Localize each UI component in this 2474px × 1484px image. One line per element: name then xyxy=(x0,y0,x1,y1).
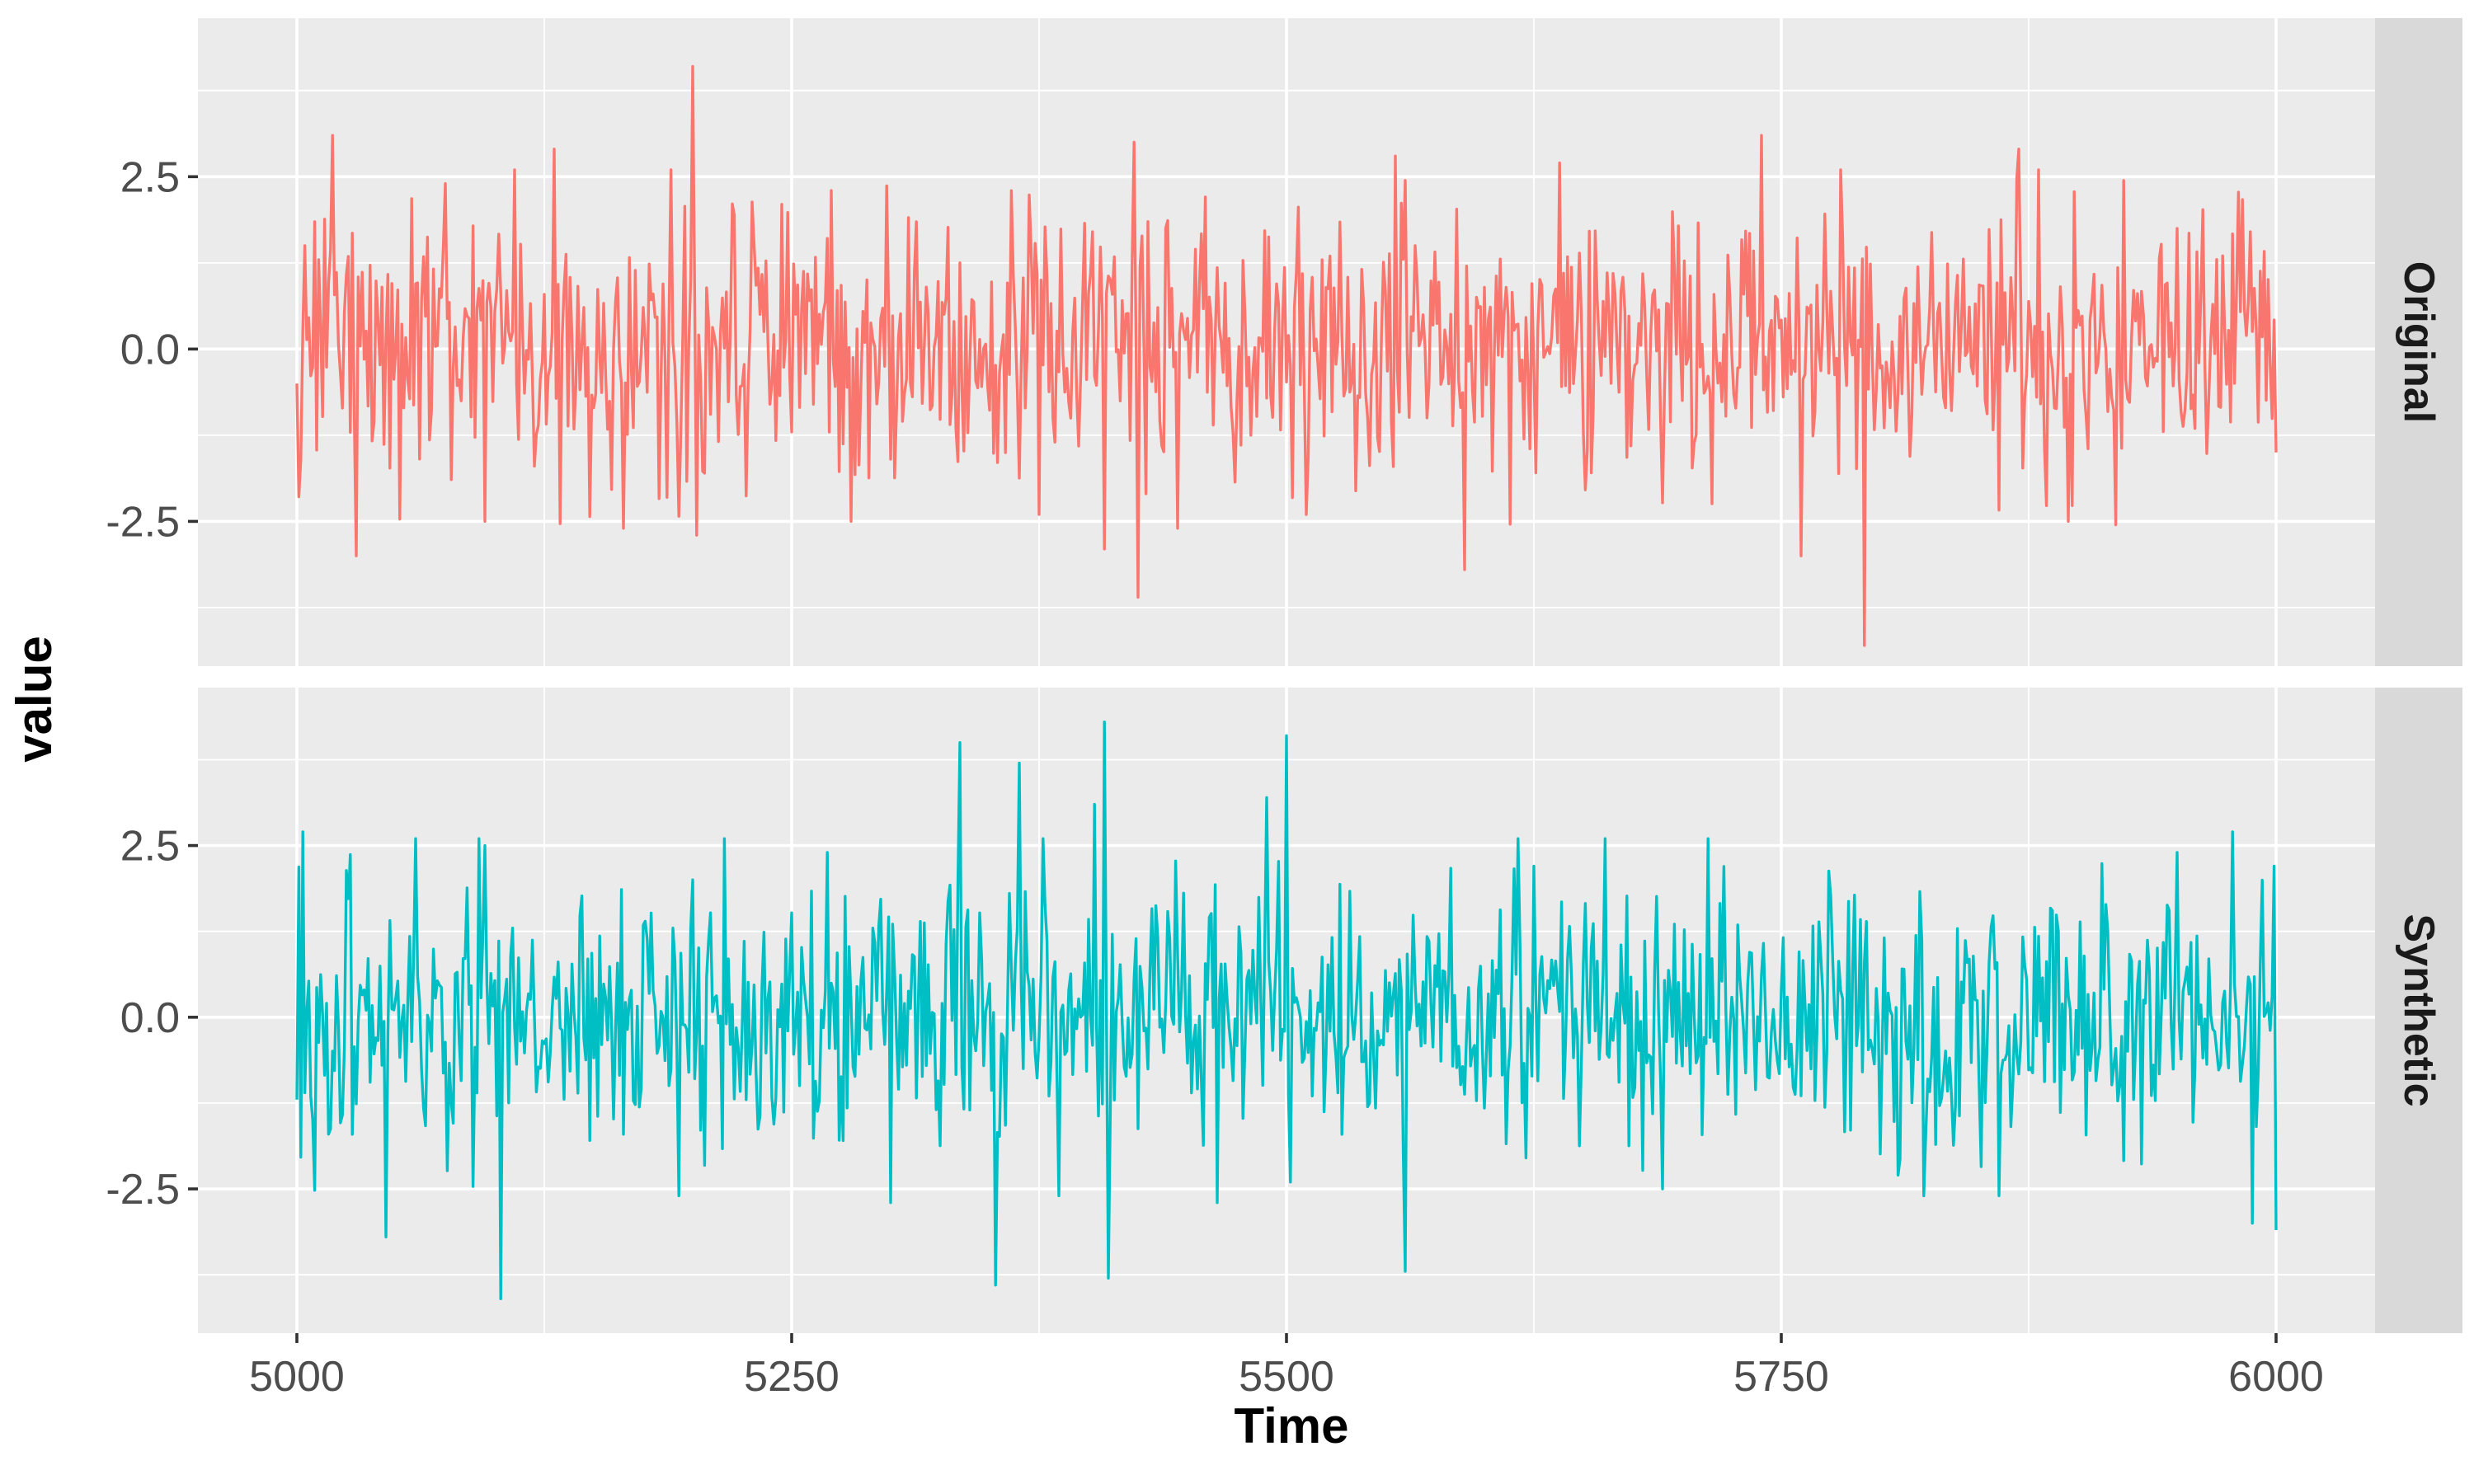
facet-strip-label: Synthetic xyxy=(2395,913,2443,1106)
facet-strip xyxy=(2375,18,2462,666)
panels-layer: -2.5 0.0 2.5 Original -2.5 0.0 2.5 Synthetic xyxy=(106,18,2462,1333)
y-tick-label: 0.0 xyxy=(120,326,180,373)
x-axis: 5000 5250 5500 5750 6000 xyxy=(249,1333,2324,1401)
y-tick-label: -2.5 xyxy=(106,1166,180,1214)
x-tick-label: 5000 xyxy=(249,1353,345,1401)
x-axis-title: Time xyxy=(1235,1398,1349,1453)
facet-panel-synthetic: -2.5 0.0 2.5 Synthetic xyxy=(106,688,2462,1333)
x-tick-label: 5500 xyxy=(1239,1353,1334,1401)
facet-strip xyxy=(2375,688,2462,1333)
y-tick-label: 2.5 xyxy=(120,823,180,871)
facet-panel-original: -2.5 0.0 2.5 Original xyxy=(106,18,2462,666)
x-tick-label: 5250 xyxy=(744,1353,840,1401)
series-line-synthetic xyxy=(295,720,2278,1301)
y-tick-label: 0.0 xyxy=(120,994,180,1042)
facet-strip-label: Original xyxy=(2395,261,2443,423)
x-tick-label: 5750 xyxy=(1733,1353,1829,1401)
y-tick-label: 2.5 xyxy=(120,153,180,201)
series-line-original xyxy=(295,64,2278,647)
y-tick-label: -2.5 xyxy=(106,498,180,546)
x-tick-label: 6000 xyxy=(2228,1353,2324,1401)
y-axis-title: value xyxy=(7,636,62,762)
